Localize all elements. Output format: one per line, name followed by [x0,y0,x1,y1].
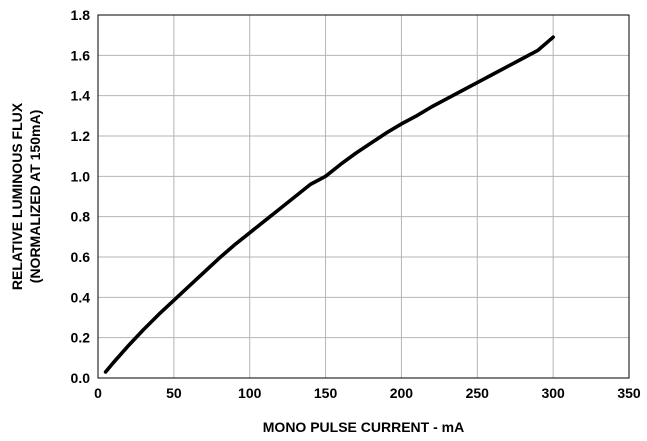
series-layer [103,35,555,374]
y-tick-label: 1.8 [71,7,91,23]
y-tick-labels: 0.0 0.2 0.4 0.6 0.8 1.0 1.2 1.4 1.6 1.8 [71,7,91,386]
y-tick-label: 0.4 [71,289,91,305]
x-axis-title: MONO PULSE CURRENT - mA [263,419,464,435]
y-tick-label: 0.6 [71,249,91,265]
grid [97,14,630,379]
y-tick-label: 0.8 [71,209,91,225]
x-tick-label: 50 [166,385,182,401]
y-tick-label: 1.6 [71,47,91,63]
x-tick-label: 250 [466,385,490,401]
x-tick-label: 300 [541,385,565,401]
y-tick-label: 1.2 [71,128,91,144]
y-axis-title-line-2: (NORMALIZED AT 150mA) [27,110,43,283]
y-axis-title-line-1: RELATIVE LUMINOUS FLUX [9,102,25,290]
y-tick-label: 1.0 [71,168,91,184]
x-tick-label: 0 [94,385,102,401]
x-tick-label: 200 [390,385,414,401]
y-tick-label: 1.4 [71,88,91,104]
x-tick-label: 350 [617,385,641,401]
x-tick-label: 150 [314,385,338,401]
y-tick-label: 0.2 [71,330,91,346]
series-line [103,35,555,374]
x-tick-labels: 0 50 100 150 200 250 300 350 [94,385,641,401]
plot-area-border [97,14,630,379]
y-tick-label: 0.0 [71,370,91,386]
plot-frame [97,14,630,379]
x-tick-label: 100 [238,385,262,401]
